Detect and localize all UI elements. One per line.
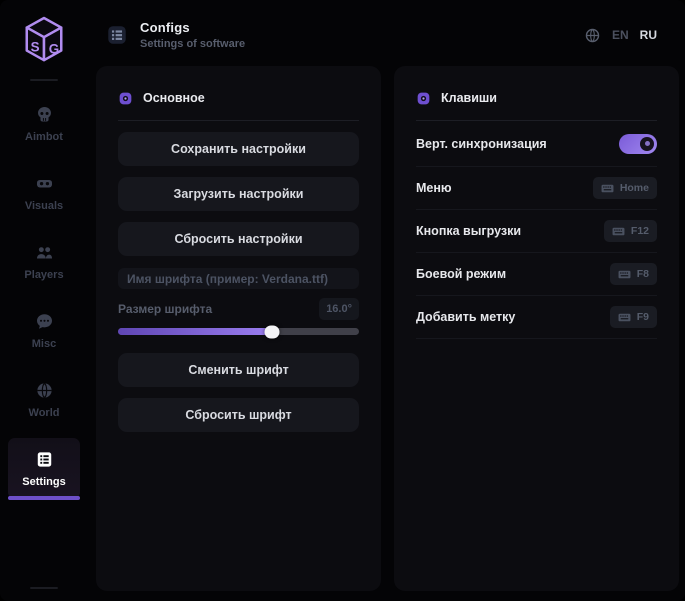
section-title: Основное (143, 91, 205, 105)
sidebar-item-players[interactable]: Players (8, 231, 80, 292)
unload-keybind-button[interactable]: F12 (603, 220, 657, 242)
players-icon (36, 246, 52, 258)
slider-fill (118, 328, 273, 335)
combat-bind-row: Боевой режим F8 (416, 253, 657, 296)
page-subtitle: Settings of software (140, 38, 246, 50)
combat-keybind-button[interactable]: F8 (609, 263, 657, 285)
menu-keybind-button[interactable]: Home (592, 177, 657, 199)
content: Основное Сохранить настройки Загрузить н… (96, 66, 679, 591)
chat-bubble-icon (36, 313, 52, 329)
section-title: Клавиши (441, 91, 497, 105)
list-icon (37, 451, 51, 467)
font-size-label: Размер шрифта (118, 302, 213, 316)
sidebar-item-settings[interactable]: Settings (8, 438, 80, 500)
sg-cube-logo-icon: S G (25, 16, 63, 62)
main-area: Configs Settings of software EN RU (88, 0, 685, 601)
page-title: Configs (140, 20, 190, 35)
bind-label: Боевой режим (416, 267, 507, 281)
keyboard-icon (612, 227, 625, 235)
goggles-icon (36, 179, 52, 187)
keyboard-icon (601, 184, 614, 192)
keybind-value: F12 (630, 225, 649, 237)
bind-label: Добавить метку (416, 310, 516, 324)
section-dot-icon (119, 92, 132, 104)
marker-bind-row: Добавить метку F9 (416, 296, 657, 339)
bind-label: Меню (416, 181, 452, 195)
sidebar-item-label: Visuals (24, 199, 64, 212)
sidebar-item-label: World (28, 406, 60, 419)
sidebar-item-label: Settings (22, 475, 66, 488)
skull-icon (37, 106, 51, 121)
unload-bind-row: Кнопка выгрузки F12 (416, 210, 657, 253)
reset-settings-button[interactable]: Сбросить настройки (118, 222, 359, 256)
vsync-toggle[interactable] (619, 133, 657, 154)
keys-card: Клавиши Верт. синхронизация Меню (394, 66, 679, 591)
lang-option-ru[interactable]: RU (639, 28, 657, 42)
language-switch: EN RU (584, 27, 665, 44)
topbar: Configs Settings of software EN RU (96, 14, 679, 66)
title-block: Configs Settings of software (140, 20, 245, 50)
sidebar-item-label: Misc (31, 337, 57, 350)
svg-text:S: S (31, 40, 40, 55)
lang-option-en[interactable]: EN (611, 28, 629, 42)
globe-icon (36, 382, 52, 398)
change-font-button[interactable]: Сменить шрифт (118, 353, 359, 387)
vsync-row: Верт. синхронизация (416, 121, 657, 167)
sidebar-item-world[interactable]: World (8, 369, 80, 430)
sidebar-bottom-divider (30, 587, 58, 589)
menu-bind-row: Меню Home (416, 167, 657, 210)
section-dot-icon (417, 92, 430, 104)
configs-list-icon (108, 26, 126, 44)
sidebar-nav: Aimbot Visuals Players (0, 89, 88, 503)
sidebar-item-aimbot[interactable]: Aimbot (8, 93, 80, 154)
sidebar-item-label: Players (24, 268, 64, 281)
load-settings-button[interactable]: Загрузить настройки (118, 177, 359, 211)
section-header-keys: Клавиши (416, 82, 657, 120)
bind-label: Кнопка выгрузки (416, 224, 522, 238)
language-icon[interactable] (584, 27, 601, 44)
font-size-value-badge: 16.0° (319, 298, 359, 320)
vsync-label: Верт. синхронизация (416, 136, 547, 151)
marker-keybind-button[interactable]: F9 (609, 306, 657, 328)
sidebar-top-divider (30, 79, 58, 81)
sidebar-item-label: Aimbot (25, 130, 63, 143)
section-header-main: Основное (118, 82, 359, 120)
keyboard-icon (618, 313, 631, 321)
font-size-row: Размер шрифта 16.0° (118, 298, 359, 320)
toggle-knob-icon (640, 136, 654, 151)
section-divider (118, 120, 359, 121)
keybind-value: F9 (636, 311, 649, 323)
sidebar-item-misc[interactable]: Misc (8, 300, 80, 361)
keyboard-icon (618, 270, 631, 278)
keybind-value: Home (619, 182, 649, 194)
save-settings-button[interactable]: Сохранить настройки (118, 132, 359, 166)
font-size-slider[interactable] (118, 325, 359, 338)
slider-thumb[interactable] (264, 325, 280, 338)
font-name-input[interactable] (118, 268, 359, 289)
reset-font-button[interactable]: Сбросить шрифт (118, 398, 359, 432)
main-settings-card: Основное Сохранить настройки Загрузить н… (96, 66, 381, 591)
sidebar: S G Aimbot Visu (0, 0, 88, 601)
sidebar-item-visuals[interactable]: Visuals (8, 162, 80, 223)
keybind-value: F8 (636, 268, 649, 280)
font-buttons: Сменить шрифт Сбросить шрифт (118, 342, 359, 432)
svg-text:G: G (49, 41, 59, 56)
section-divider (416, 120, 657, 121)
